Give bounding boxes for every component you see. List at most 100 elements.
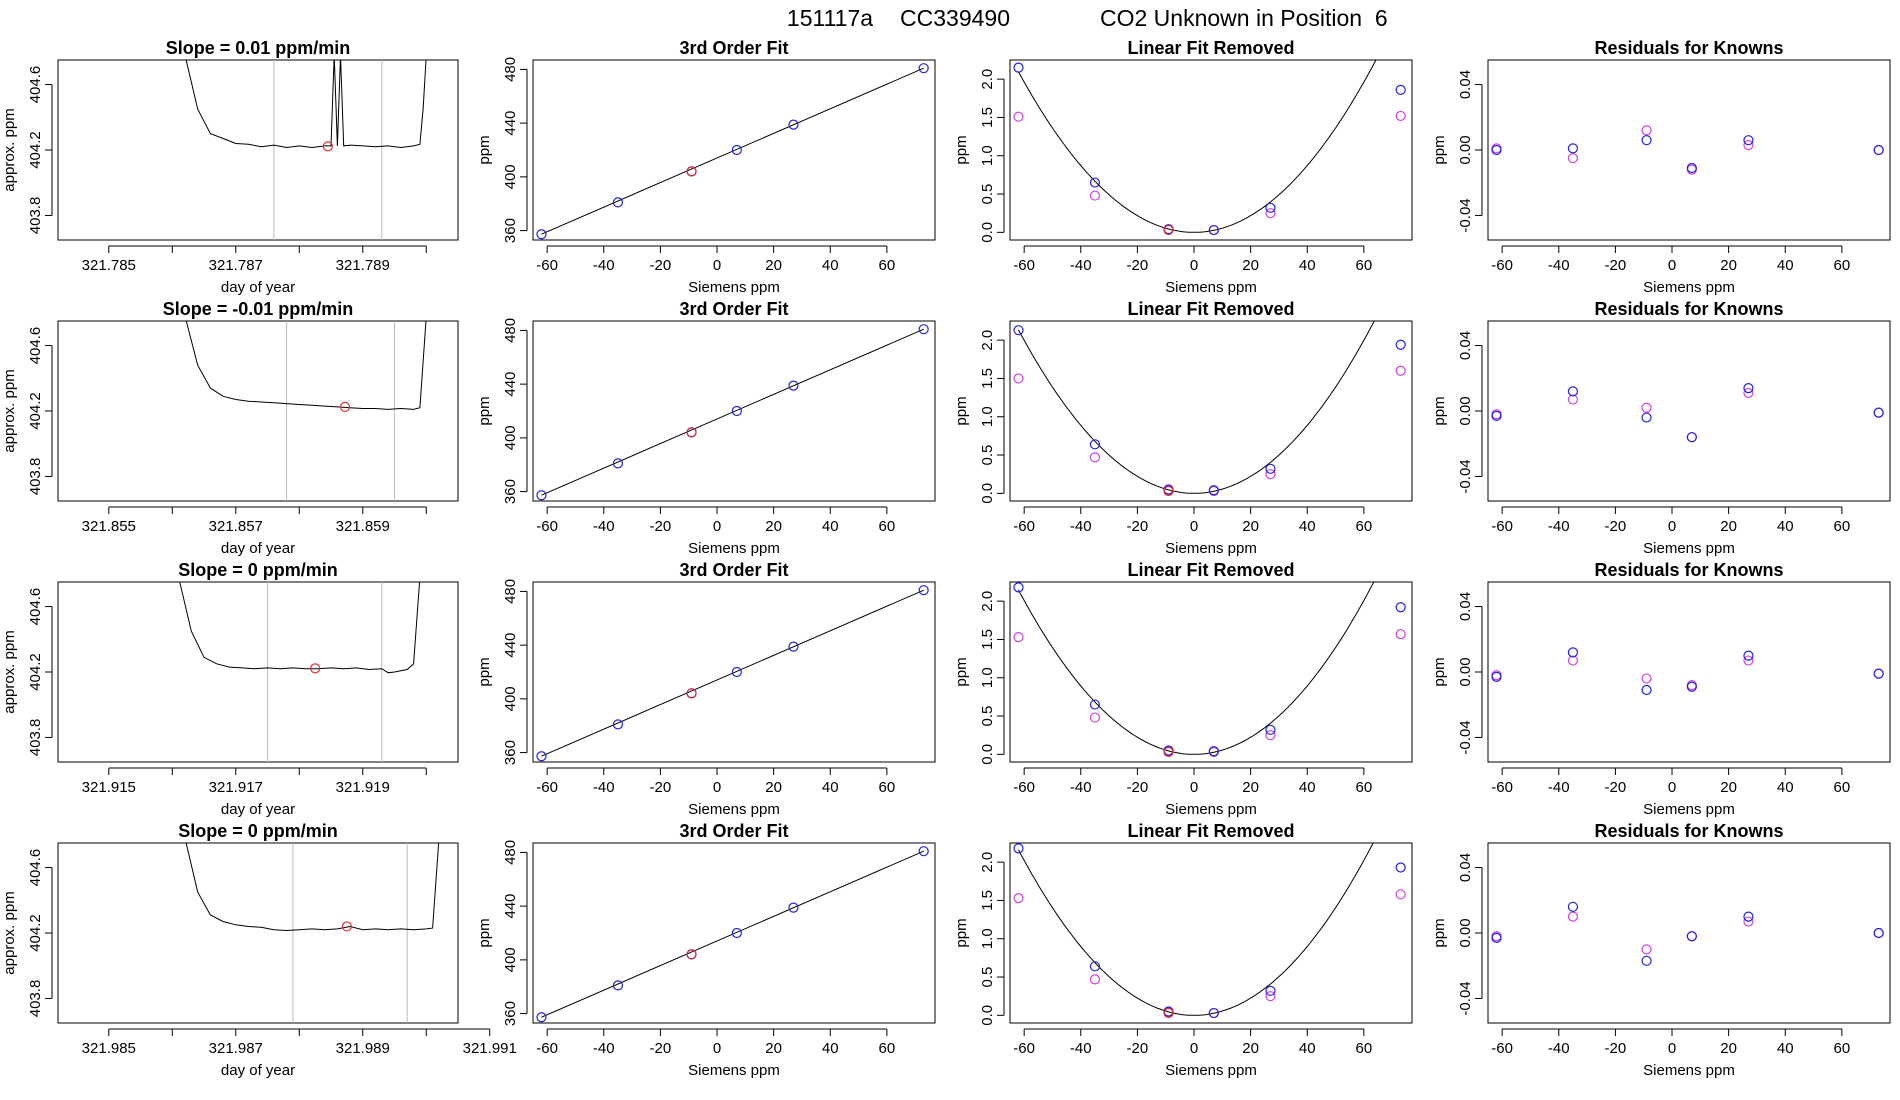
x-tick-label: -20: [650, 1040, 672, 1057]
x-tick-label: 60: [879, 779, 896, 796]
panel-title: 3rd Order Fit: [679, 821, 788, 841]
known-point: [1743, 911, 1754, 922]
x-axis-label: Siemens ppm: [688, 540, 780, 557]
plot-data: [1013, 60, 1406, 236]
x-tick-label: -40: [1070, 518, 1092, 535]
plot-frame: [1487, 320, 1891, 502]
panel-title: Linear Fit Removed: [1127, 299, 1294, 319]
plot-data: [536, 63, 929, 240]
x-tick-label: 321.855: [82, 518, 136, 535]
x-tick-label: 0: [713, 518, 721, 535]
mean-point: [339, 401, 351, 413]
secondary-point: [1395, 110, 1406, 122]
x-tick-label: 20: [1720, 779, 1737, 796]
y-tick-label: 2.0: [979, 852, 996, 873]
y-tick-label: 0.04: [1457, 70, 1474, 99]
known-point: [731, 927, 742, 939]
y-tick-label: 440: [502, 633, 519, 658]
y-tick-label: 1.5: [979, 368, 996, 389]
unknown-point: [1163, 485, 1174, 497]
y-tick-label: 403.8: [27, 719, 44, 757]
known-point: [1686, 681, 1697, 692]
known-point: [1743, 650, 1754, 661]
known-point: [1265, 202, 1276, 213]
panel-title: 3rd Order Fit: [679, 299, 788, 319]
plot-frame: [1487, 842, 1891, 1024]
y-axis-label: ppm: [1431, 396, 1448, 425]
x-tick-label: -40: [1548, 1040, 1570, 1057]
plot-frame: [57, 59, 459, 241]
x-tick-label: -20: [1605, 257, 1627, 274]
panel-r2-c3: Residuals for Knowns -60 -40 -20 0 20 40 60 -0.0…: [1431, 560, 1891, 818]
unknown-point: [686, 427, 697, 438]
secondary-point: [1567, 394, 1579, 405]
known-point: [1265, 724, 1276, 735]
unknown-point: [686, 949, 697, 960]
plot-frame: [532, 320, 936, 502]
known-point: [1013, 325, 1024, 336]
x-axis-label: Siemens ppm: [688, 279, 780, 296]
known-point: [1641, 955, 1652, 966]
plot-data: [536, 324, 929, 501]
x-tick-label: 20: [1720, 518, 1737, 535]
secondary-point: [1641, 402, 1652, 413]
figure-title-tank-id: CC339490: [900, 5, 1010, 31]
y-tick-label: 1.5: [979, 890, 996, 911]
known-point: [1395, 339, 1406, 350]
y-tick-label: 0.5: [979, 445, 996, 466]
plot-data: [1491, 382, 1884, 443]
y-tick-label: 0.00: [1457, 135, 1474, 164]
x-tick-label: 60: [879, 1040, 896, 1057]
known-point: [1013, 62, 1024, 73]
known-point: [1491, 410, 1502, 422]
y-tick-label: 0.0: [979, 483, 996, 504]
x-tick-label: 321.989: [336, 1040, 390, 1057]
x-axis-label: Siemens ppm: [1643, 801, 1735, 818]
x-tick-label: 60: [1834, 779, 1851, 796]
y-tick-label: 400: [502, 164, 519, 189]
secondary-point: [1089, 974, 1101, 985]
plot-frame: [1009, 581, 1413, 763]
panel-r0-c0: Slope = 0.01 ppm/min 321.785 321.787 321.78…: [1, 38, 459, 296]
y-axis-label: ppm: [1431, 657, 1448, 686]
y-axis-label: ppm: [953, 135, 970, 164]
known-point: [1089, 961, 1101, 972]
plot-data: [1491, 901, 1884, 966]
panel-title: 3rd Order Fit: [679, 38, 788, 58]
known-point: [612, 719, 624, 730]
x-tick-label: 321.787: [209, 257, 263, 274]
plot-frame: [57, 581, 459, 763]
unknown-point: [1163, 746, 1174, 758]
panel-title: Slope = 0 ppm/min: [178, 821, 338, 841]
panel-title: Slope = 0 ppm/min: [178, 560, 338, 580]
x-tick-label: 321.987: [209, 1040, 263, 1057]
known-point: [1873, 927, 1884, 939]
x-tick-label: 60: [1834, 1040, 1851, 1057]
x-tick-label: -60: [1491, 779, 1513, 796]
plot-frame: [57, 320, 459, 502]
y-tick-label: 0.0: [979, 1005, 996, 1026]
x-tick-label: 0: [1668, 518, 1676, 535]
known-point: [788, 902, 799, 913]
x-tick-label: -40: [1070, 1040, 1092, 1057]
known-point: [612, 980, 624, 991]
y-axis-label: ppm: [476, 918, 493, 947]
y-axis-label: ppm: [476, 657, 493, 686]
secondary-point: [1089, 712, 1101, 723]
known-point: [1641, 135, 1652, 146]
x-tick-label: 0: [1190, 257, 1198, 274]
secondary-point: [1089, 452, 1101, 463]
panel-r3-c2: Linear Fit Removed -60 -40 -20 0 20 40 60 0.0 0.5…: [953, 821, 1413, 1079]
x-tick-label: -20: [650, 257, 672, 274]
x-tick-label: 60: [1356, 1040, 1373, 1057]
x-tick-label: 60: [879, 518, 896, 535]
y-tick-label: 0.5: [979, 184, 996, 205]
y-tick-label: 400: [502, 947, 519, 972]
x-tick-label: 20: [1720, 1040, 1737, 1057]
y-tick-label: 1.5: [979, 629, 996, 650]
x-tick-label: -20: [650, 518, 672, 535]
secondary-point: [1089, 190, 1101, 201]
y-tick-label: 480: [502, 579, 519, 604]
x-tick-label: 40: [822, 518, 839, 535]
